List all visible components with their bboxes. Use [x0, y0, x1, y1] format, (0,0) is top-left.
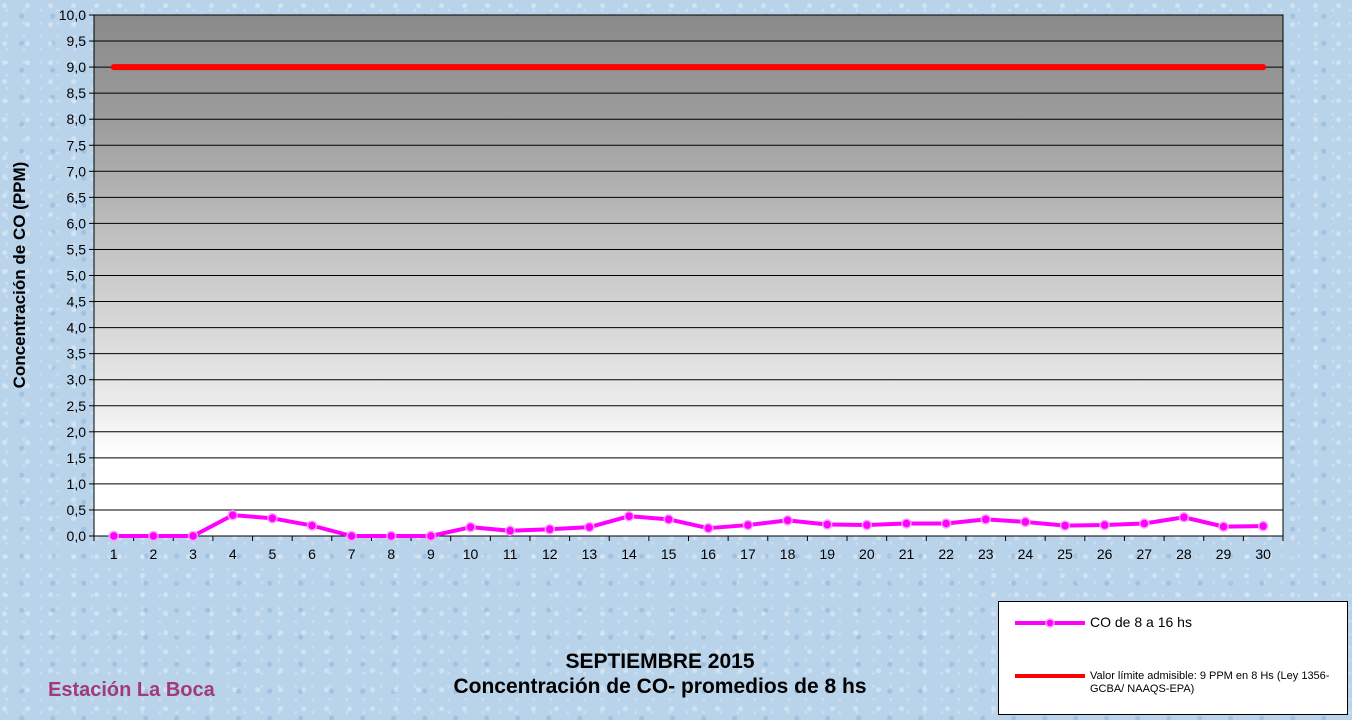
y-tick-label: 4,0: [67, 320, 87, 336]
data-point-co: [663, 514, 674, 525]
y-tick-label: 2,5: [67, 398, 87, 414]
x-tick-label: 9: [427, 546, 435, 562]
legend-label-limit: Valor límite admisible: 9 PPM en 8 Hs (L…: [1090, 670, 1330, 695]
y-tick-label: 10,0: [59, 7, 86, 23]
data-point-co: [1218, 521, 1229, 532]
data-point-co: [584, 521, 595, 533]
x-tick-label: 21: [899, 546, 915, 562]
data-point-co: [227, 509, 238, 521]
x-tick-label: 20: [859, 546, 875, 562]
y-tick-label: 0,0: [67, 528, 87, 544]
x-tick-label: 1: [110, 546, 118, 562]
y-tick-label: 2,0: [67, 424, 87, 440]
y-tick-label: 7,5: [67, 137, 87, 153]
y-tick-label: 3,5: [67, 346, 87, 362]
x-tick-label: 27: [1136, 546, 1152, 562]
legend-item-limit: Valor límite admisible: 9 PPM en 8 Hs (L…: [999, 668, 1347, 708]
y-tick-label: 9,0: [67, 59, 87, 75]
y-tick-label: 6,5: [67, 189, 87, 205]
y-tick-label: 4,5: [67, 294, 87, 310]
y-tick-label: 8,5: [67, 85, 87, 101]
data-point-co: [703, 522, 714, 534]
y-tick-label: 5,5: [67, 241, 87, 257]
data-point-co: [504, 525, 516, 537]
x-tick-label: 10: [463, 546, 479, 562]
series-layer: [108, 64, 1269, 542]
data-point-co: [861, 519, 873, 531]
y-tick-label: 7,0: [67, 163, 87, 179]
data-point-co: [980, 514, 991, 525]
x-tick-label: 24: [1018, 546, 1034, 562]
x-tick-label: 16: [701, 546, 717, 562]
data-point-co: [1257, 520, 1269, 532]
x-tick-label: 4: [229, 546, 237, 562]
data-point-co: [623, 510, 635, 522]
data-point-co: [1139, 518, 1150, 529]
x-tick-label: 2: [150, 546, 158, 562]
x-tick-label: 11: [503, 546, 518, 562]
x-tick-label: 14: [621, 546, 637, 562]
chart-title: SEPTIEMBRE 2015: [565, 650, 755, 673]
x-tick-label: 30: [1255, 546, 1271, 562]
y-tick-label: 0,5: [67, 502, 87, 518]
x-tick-label: 25: [1057, 546, 1073, 562]
legend-swatch-co: [1015, 618, 1085, 628]
x-tick-label: 8: [387, 546, 395, 562]
legend-item-co: CO de 8 a 16 hs: [999, 615, 1347, 633]
legend-swatch-limit: [1015, 674, 1085, 678]
data-point-co: [108, 530, 120, 542]
data-point-co: [1178, 511, 1190, 523]
chart-subtitle: Concentración de CO- promedios de 8 hs: [453, 675, 867, 698]
data-point-co: [267, 513, 278, 524]
data-point-co: [187, 530, 199, 542]
x-tick-label: 6: [308, 546, 316, 562]
y-tick-label: 6,0: [67, 215, 87, 231]
data-point-co: [465, 521, 476, 533]
data-point-co: [306, 520, 318, 531]
x-tick-label: 28: [1176, 546, 1192, 562]
y-tick-label: 1,5: [67, 450, 87, 466]
x-tick-label: 19: [819, 546, 835, 562]
x-tick-label: 26: [1097, 546, 1113, 562]
legend: CO de 8 a 16 hs Valor límite admisible: …: [998, 601, 1348, 715]
data-point-co: [782, 515, 793, 526]
series-line-co: [113, 513, 1264, 538]
data-point-co: [821, 519, 833, 530]
data-point-co: [425, 530, 437, 542]
x-tick-label: 12: [542, 546, 558, 562]
data-point-co: [742, 519, 754, 531]
chart-title-block: SEPTIEMBRE 2015 Concentración de CO- pro…: [370, 649, 950, 699]
x-tick-label: 22: [938, 546, 954, 562]
y-axis-ticks: 0,0 0,5 1,0 1,5 2,0 2,5 3,0 3,5 4,0 4,5 5,0 5,5 6,0 6…: [59, 7, 94, 544]
y-axis-label: Concentración de CO (PPM): [10, 162, 29, 389]
x-tick-label: 7: [348, 546, 356, 562]
data-point-co: [1099, 519, 1110, 531]
gridlines: [94, 14, 1283, 537]
data-point-co: [346, 530, 357, 542]
y-tick-label: 9,5: [67, 33, 87, 49]
data-point-co: [386, 530, 397, 542]
x-tick-label: 23: [978, 546, 994, 562]
x-tick-label: 3: [189, 546, 197, 562]
x-tick-label: 18: [780, 546, 796, 562]
data-point-co: [940, 518, 952, 529]
x-tick-label: 15: [661, 546, 677, 562]
x-tick-label: 5: [268, 546, 276, 562]
y-tick-label: 8,0: [67, 111, 87, 127]
y-tick-label: 5,0: [67, 268, 87, 284]
data-point-co: [901, 518, 912, 529]
y-tick-label: 1,0: [67, 476, 87, 492]
data-point-co: [1020, 516, 1031, 528]
x-tick-label: 17: [740, 546, 756, 562]
data-point-co: [148, 530, 159, 542]
x-tick-label: 13: [582, 546, 598, 562]
station-label: Estación La Boca: [48, 679, 215, 701]
x-tick-label: 29: [1216, 546, 1232, 562]
y-tick-label: 3,0: [67, 372, 87, 388]
data-point-co: [544, 523, 556, 535]
x-axis-ticks: 1 2 3 4 5 6 7 8 9 10 11 12 13 14 15 16 17 18 19 20 21 22 23 24 2…: [93, 536, 1284, 562]
data-point-co: [1059, 520, 1071, 531]
legend-label-co: CO de 8 a 16 hs: [1090, 614, 1192, 630]
